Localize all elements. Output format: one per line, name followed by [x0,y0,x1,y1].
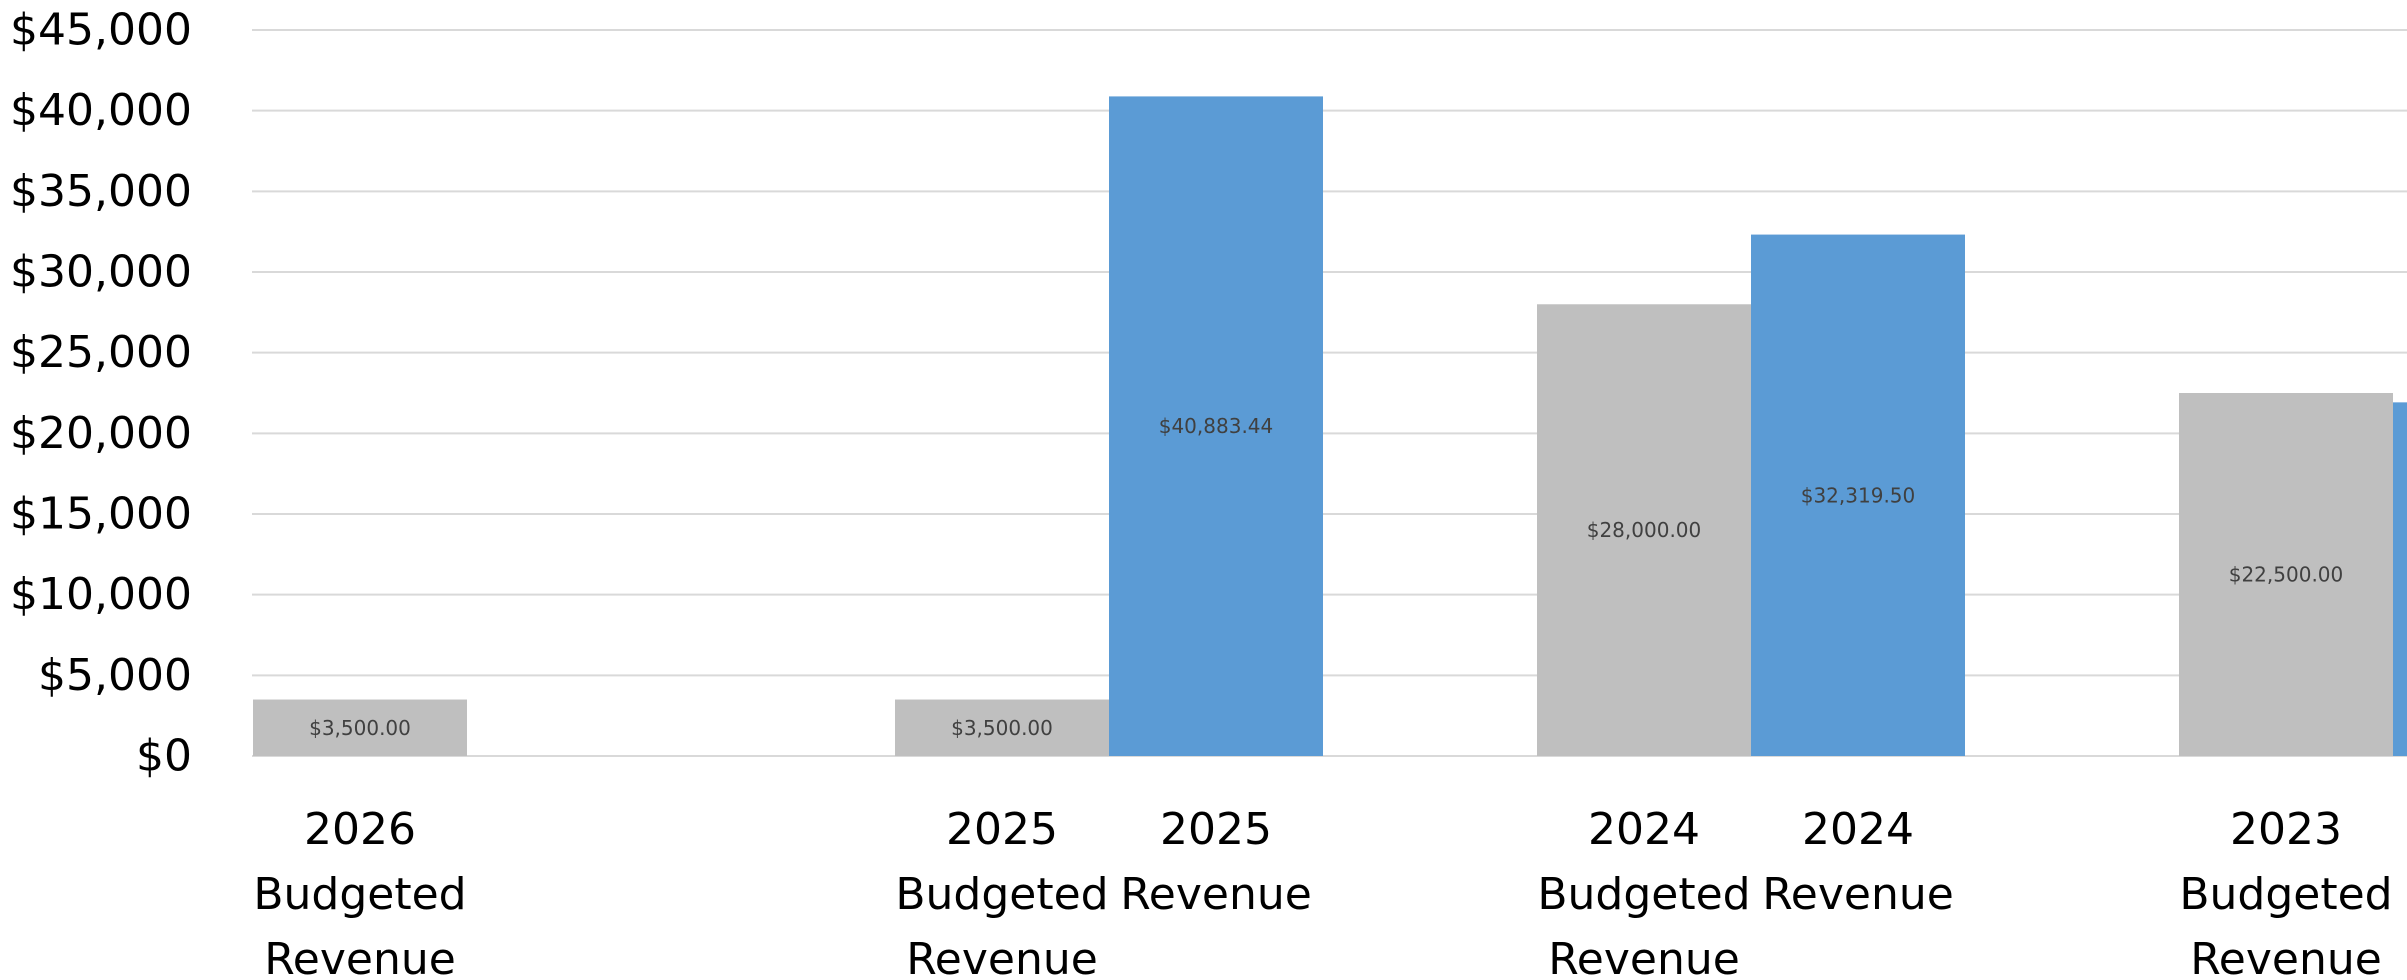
category-label-line: Budgeted [1537,869,1750,920]
category-label-line: 2026 [304,804,416,855]
category-label-line: Revenue [2190,934,2382,980]
data-label: $28,000.00 [1587,518,1702,542]
y-tick-label: $40,000 [10,85,192,136]
category-label-line: 2024 [1588,804,1700,855]
data-label: $3,500.00 [951,716,1053,740]
category-label-line: Revenue [1762,869,1954,920]
bars [253,96,2407,756]
gridlines [252,30,2407,756]
revenue-bar [2393,402,2407,756]
category-label-line: Budgeted [2179,869,2392,920]
y-tick-label: $5,000 [38,650,192,701]
y-tick-label: $15,000 [10,489,192,540]
y-axis-tick-labels: $0 $5,000 $10,000 $15,000 $20,000 $25,000 $30,… [10,5,192,782]
category-label-line: 2025 [1160,804,1272,855]
y-tick-label: $30,000 [10,247,192,298]
category-label-line: 2024 [1802,804,1914,855]
y-tick-label: $10,000 [10,569,192,620]
category-label-line: Revenue [906,934,1098,980]
category-label-line: Revenue [1120,869,1312,920]
y-tick-label: $0 [136,731,192,782]
y-tick-label: $35,000 [10,166,192,217]
category-label-line: Budgeted [253,869,466,920]
data-label: $32,319.50 [1801,483,1916,507]
y-tick-label: $25,000 [10,327,192,378]
data-label: $40,883.44 [1159,414,1274,438]
category-label-line: Budgeted [895,869,1108,920]
category-label-line: 2025 [946,804,1058,855]
data-label: $3,500.00 [309,716,411,740]
x-axis-category-labels: 2026BudgetedRevenue2025BudgetedRevenue20… [253,804,2407,980]
data-labels: $3,500.00 $3,500.00 $40,883.44 $28,000.00 $3… [309,414,2407,740]
y-tick-label: $20,000 [10,408,192,459]
category-label-line: Revenue [1548,934,1740,980]
data-label: $22,500.00 [2229,563,2344,587]
y-tick-label: $45,000 [10,5,192,56]
category-label-line: Revenue [264,934,456,980]
category-label-line: 2023 [2230,804,2342,855]
